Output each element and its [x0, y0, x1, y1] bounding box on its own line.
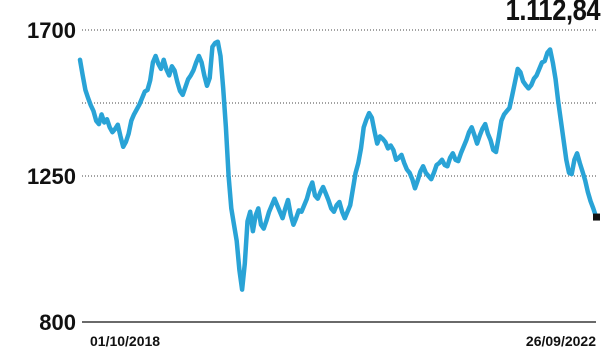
x-tick-label: 26/09/2022	[526, 333, 596, 349]
x-tick-label: 01/10/2018	[90, 333, 160, 349]
y-tick-label: 1250	[27, 164, 76, 189]
y-tick-label: 1700	[27, 18, 76, 43]
last-point-marker	[593, 213, 600, 221]
last-value-label: 1.112,84	[505, 0, 601, 27]
series-line	[77, 39, 599, 292]
y-tick-label: 800	[39, 310, 76, 335]
